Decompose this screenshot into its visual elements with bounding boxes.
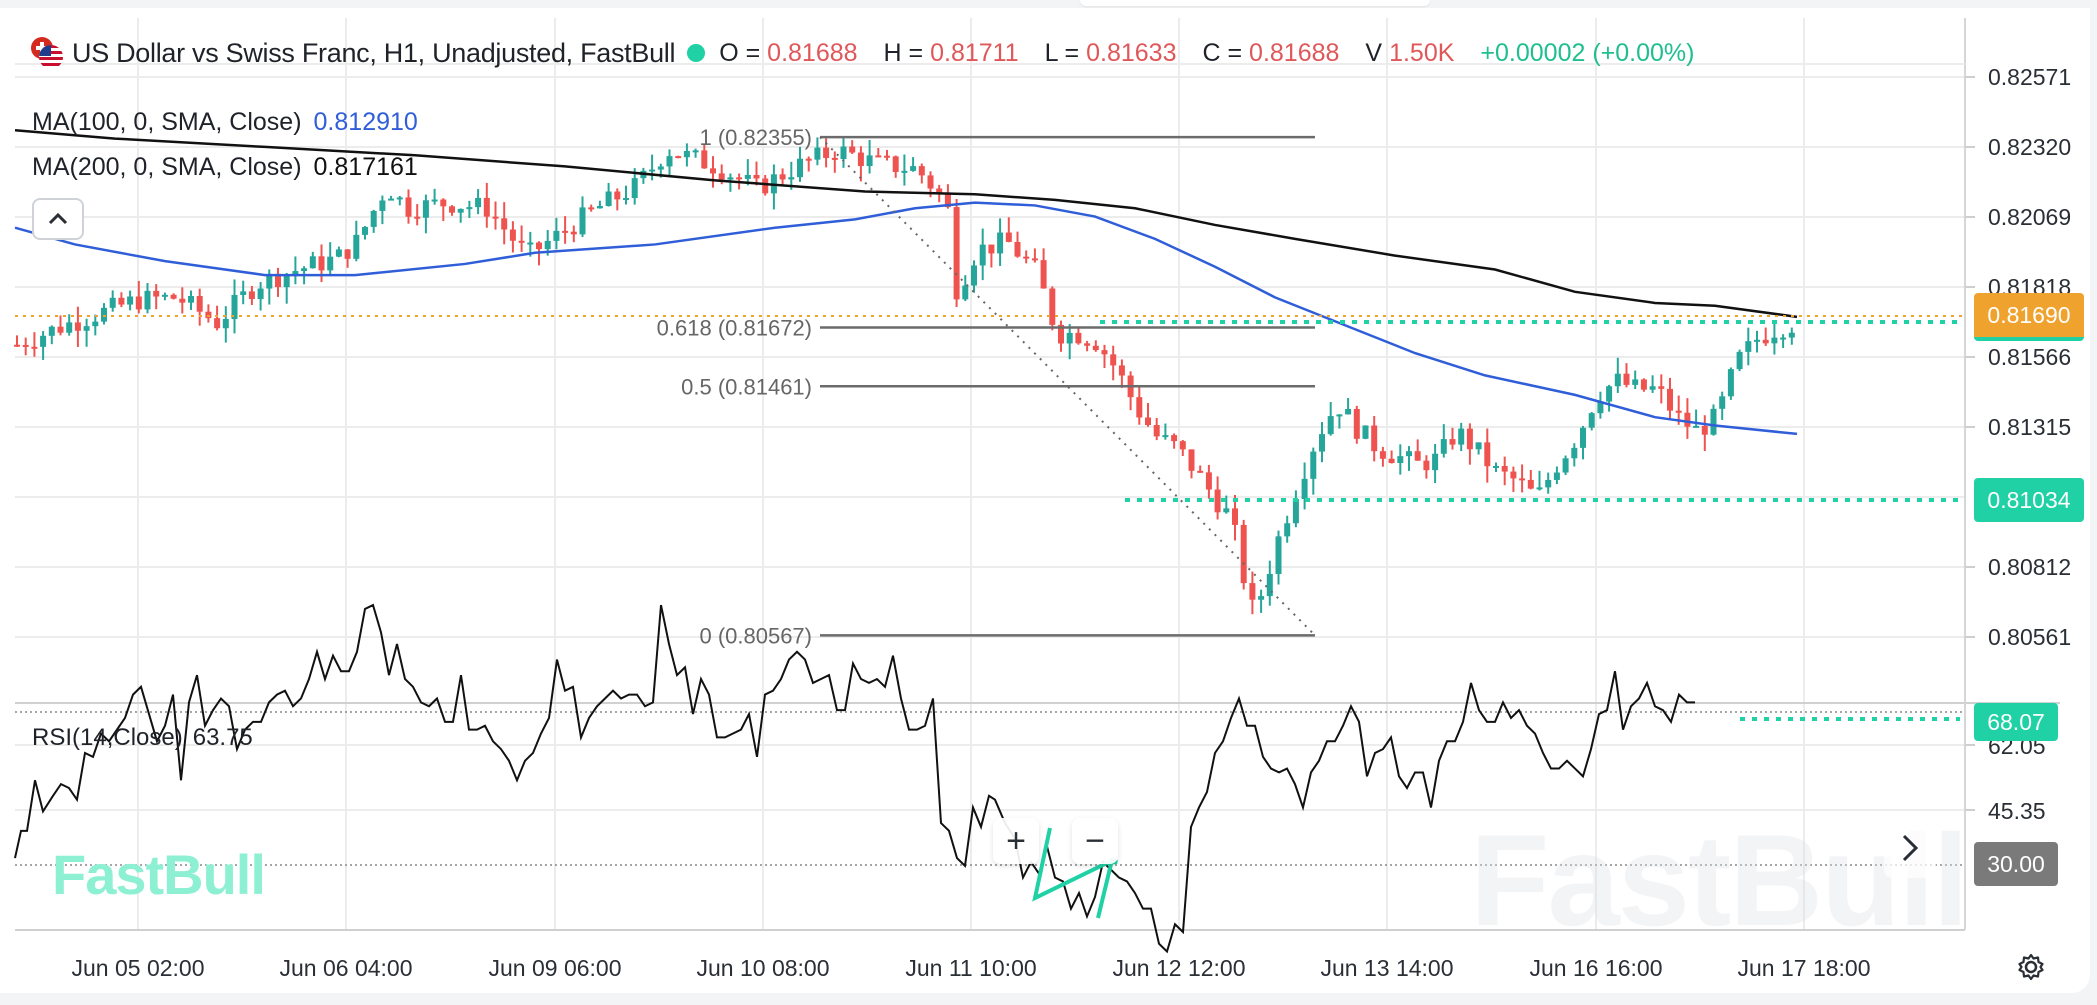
rsi-oversold-tag: 30.00 [1974, 842, 2058, 886]
rsi-value: 63.75 [192, 724, 253, 751]
volume-value: V 1.50K [1365, 38, 1455, 67]
price-tick: 0.80561 [1988, 624, 2072, 650]
fib-level-label: 1 (0.82355) [699, 125, 812, 150]
zoom-in-button[interactable]: + [993, 818, 1039, 864]
high-value: H = 0.81711 [883, 38, 1019, 67]
price-tick: 0.82320 [1988, 134, 2072, 160]
time-tick: Jun 16 16:00 [1529, 955, 1663, 981]
price-change: +0.00002 (+0.00%) [1480, 38, 1695, 67]
price-tick: 0.80812 [1988, 554, 2072, 580]
level-price-tag[interactable]: 0.81034 [1974, 478, 2084, 522]
live-status-dot [687, 44, 706, 62]
close-value: C = 0.81688 [1202, 38, 1340, 67]
rsi-line [14, 603, 1695, 954]
fastbull-watermark: FastBull [52, 843, 266, 906]
time-tick: Jun 06 04:00 [279, 955, 413, 981]
time-tick: Jun 10 08:00 [696, 955, 830, 981]
usd-chf-flag-icon [30, 36, 64, 70]
ma100-label: MA(100, 0, SMA, Close) [32, 108, 302, 136]
zoom-out-button[interactable]: − [1072, 818, 1118, 864]
settings-gear-icon[interactable] [2016, 952, 2046, 982]
fibonacci-retracement[interactable]: 1 (0.82355) 0.618 (0.81672) 0.5 (0.81461) 0… [657, 125, 1316, 648]
price-tick: 0.81315 [1988, 414, 2072, 440]
ma200-line [14, 128, 1798, 319]
collapse-indicators-button[interactable] [32, 198, 84, 240]
ma100-value: 0.812910 [313, 108, 418, 136]
ma100-legend[interactable]: MA(100, 0, SMA, Close) 0.812910 [32, 108, 418, 137]
ohlc-values: O = 0.81688 H = 0.81711 L = 0.81633 C = … [719, 39, 1694, 68]
price-tick: 0.81566 [1988, 344, 2072, 370]
time-tick: Jun 12 12:00 [1112, 955, 1246, 981]
rsi-legend[interactable]: RSI(14,Close) 63.75 [32, 724, 253, 752]
rsi-overbought-tag: 68.07 [1974, 703, 2058, 741]
open-value: O = 0.81688 [719, 38, 858, 67]
current-price-tag: 0.81690 [1974, 293, 2084, 341]
chevron-up-icon [48, 212, 68, 225]
time-tick: Jun 11 10:00 [905, 955, 1037, 981]
fib-level-label: 0.5 (0.81461) [681, 374, 812, 399]
ma200-legend[interactable]: MA(200, 0, SMA, Close) 0.817161 [32, 153, 418, 182]
time-tick: Jun 09 06:00 [488, 955, 622, 981]
ma200-value: 0.817161 [313, 153, 418, 181]
grid-lines [15, 18, 1965, 930]
chevron-right-icon [1902, 834, 1919, 862]
time-tick: Jun 13 14:00 [1320, 955, 1454, 981]
fib-level-label: 0 (0.80567) [699, 623, 812, 648]
rsi-tick: 45.35 [1988, 798, 2046, 824]
price-tick: 0.82571 [1988, 64, 2072, 90]
time-tick: Jun 17 18:00 [1737, 955, 1871, 981]
scroll-right-button[interactable] [1884, 818, 1936, 878]
price-tick: 0.82069 [1988, 204, 2072, 230]
top-handle [1080, 0, 1430, 6]
time-tick: Jun 05 02:00 [71, 955, 205, 981]
symbol-legend: US Dollar vs Swiss Franc, H1, Unadjusted… [30, 36, 1694, 70]
ma100-line [14, 201, 1798, 436]
symbol-title: US Dollar vs Swiss Franc, H1, Unadjusted… [72, 37, 676, 68]
ma200-label: MA(200, 0, SMA, Close) [32, 153, 302, 181]
fib-level-label: 0.618 (0.81672) [657, 315, 812, 340]
low-value: L = 0.81633 [1044, 38, 1177, 67]
rsi-label: RSI(14,Close) [32, 724, 183, 751]
